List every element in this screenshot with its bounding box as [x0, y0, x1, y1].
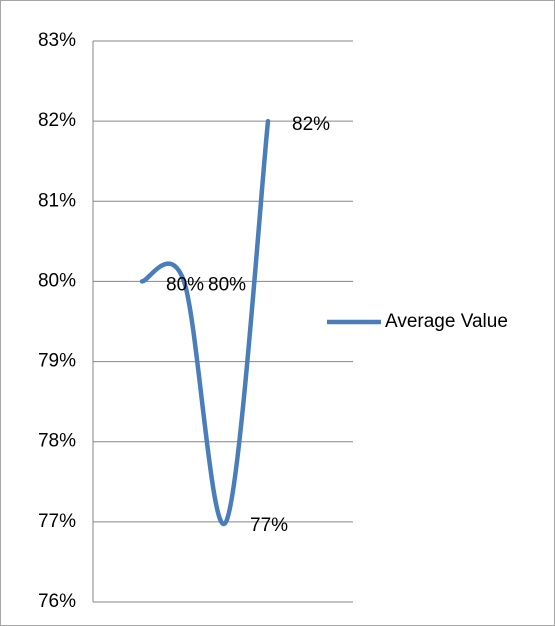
y-tick-label: 76% — [38, 591, 76, 612]
data-label: 82% — [292, 114, 330, 135]
y-tick-label: 83% — [38, 30, 76, 51]
y-tick-label: 80% — [38, 270, 76, 291]
data-label: 80% — [208, 274, 246, 295]
legend-label: Average Value — [385, 311, 508, 332]
y-tick-label: 82% — [38, 110, 76, 131]
y-tick-label: 77% — [38, 511, 76, 532]
series-line — [139, 118, 271, 527]
data-label: 80% — [166, 274, 204, 295]
data-label: 77% — [250, 515, 288, 536]
y-tick-label: 78% — [38, 431, 76, 452]
y-tick-label: 79% — [38, 351, 76, 372]
y-tick-label: 81% — [38, 190, 76, 211]
